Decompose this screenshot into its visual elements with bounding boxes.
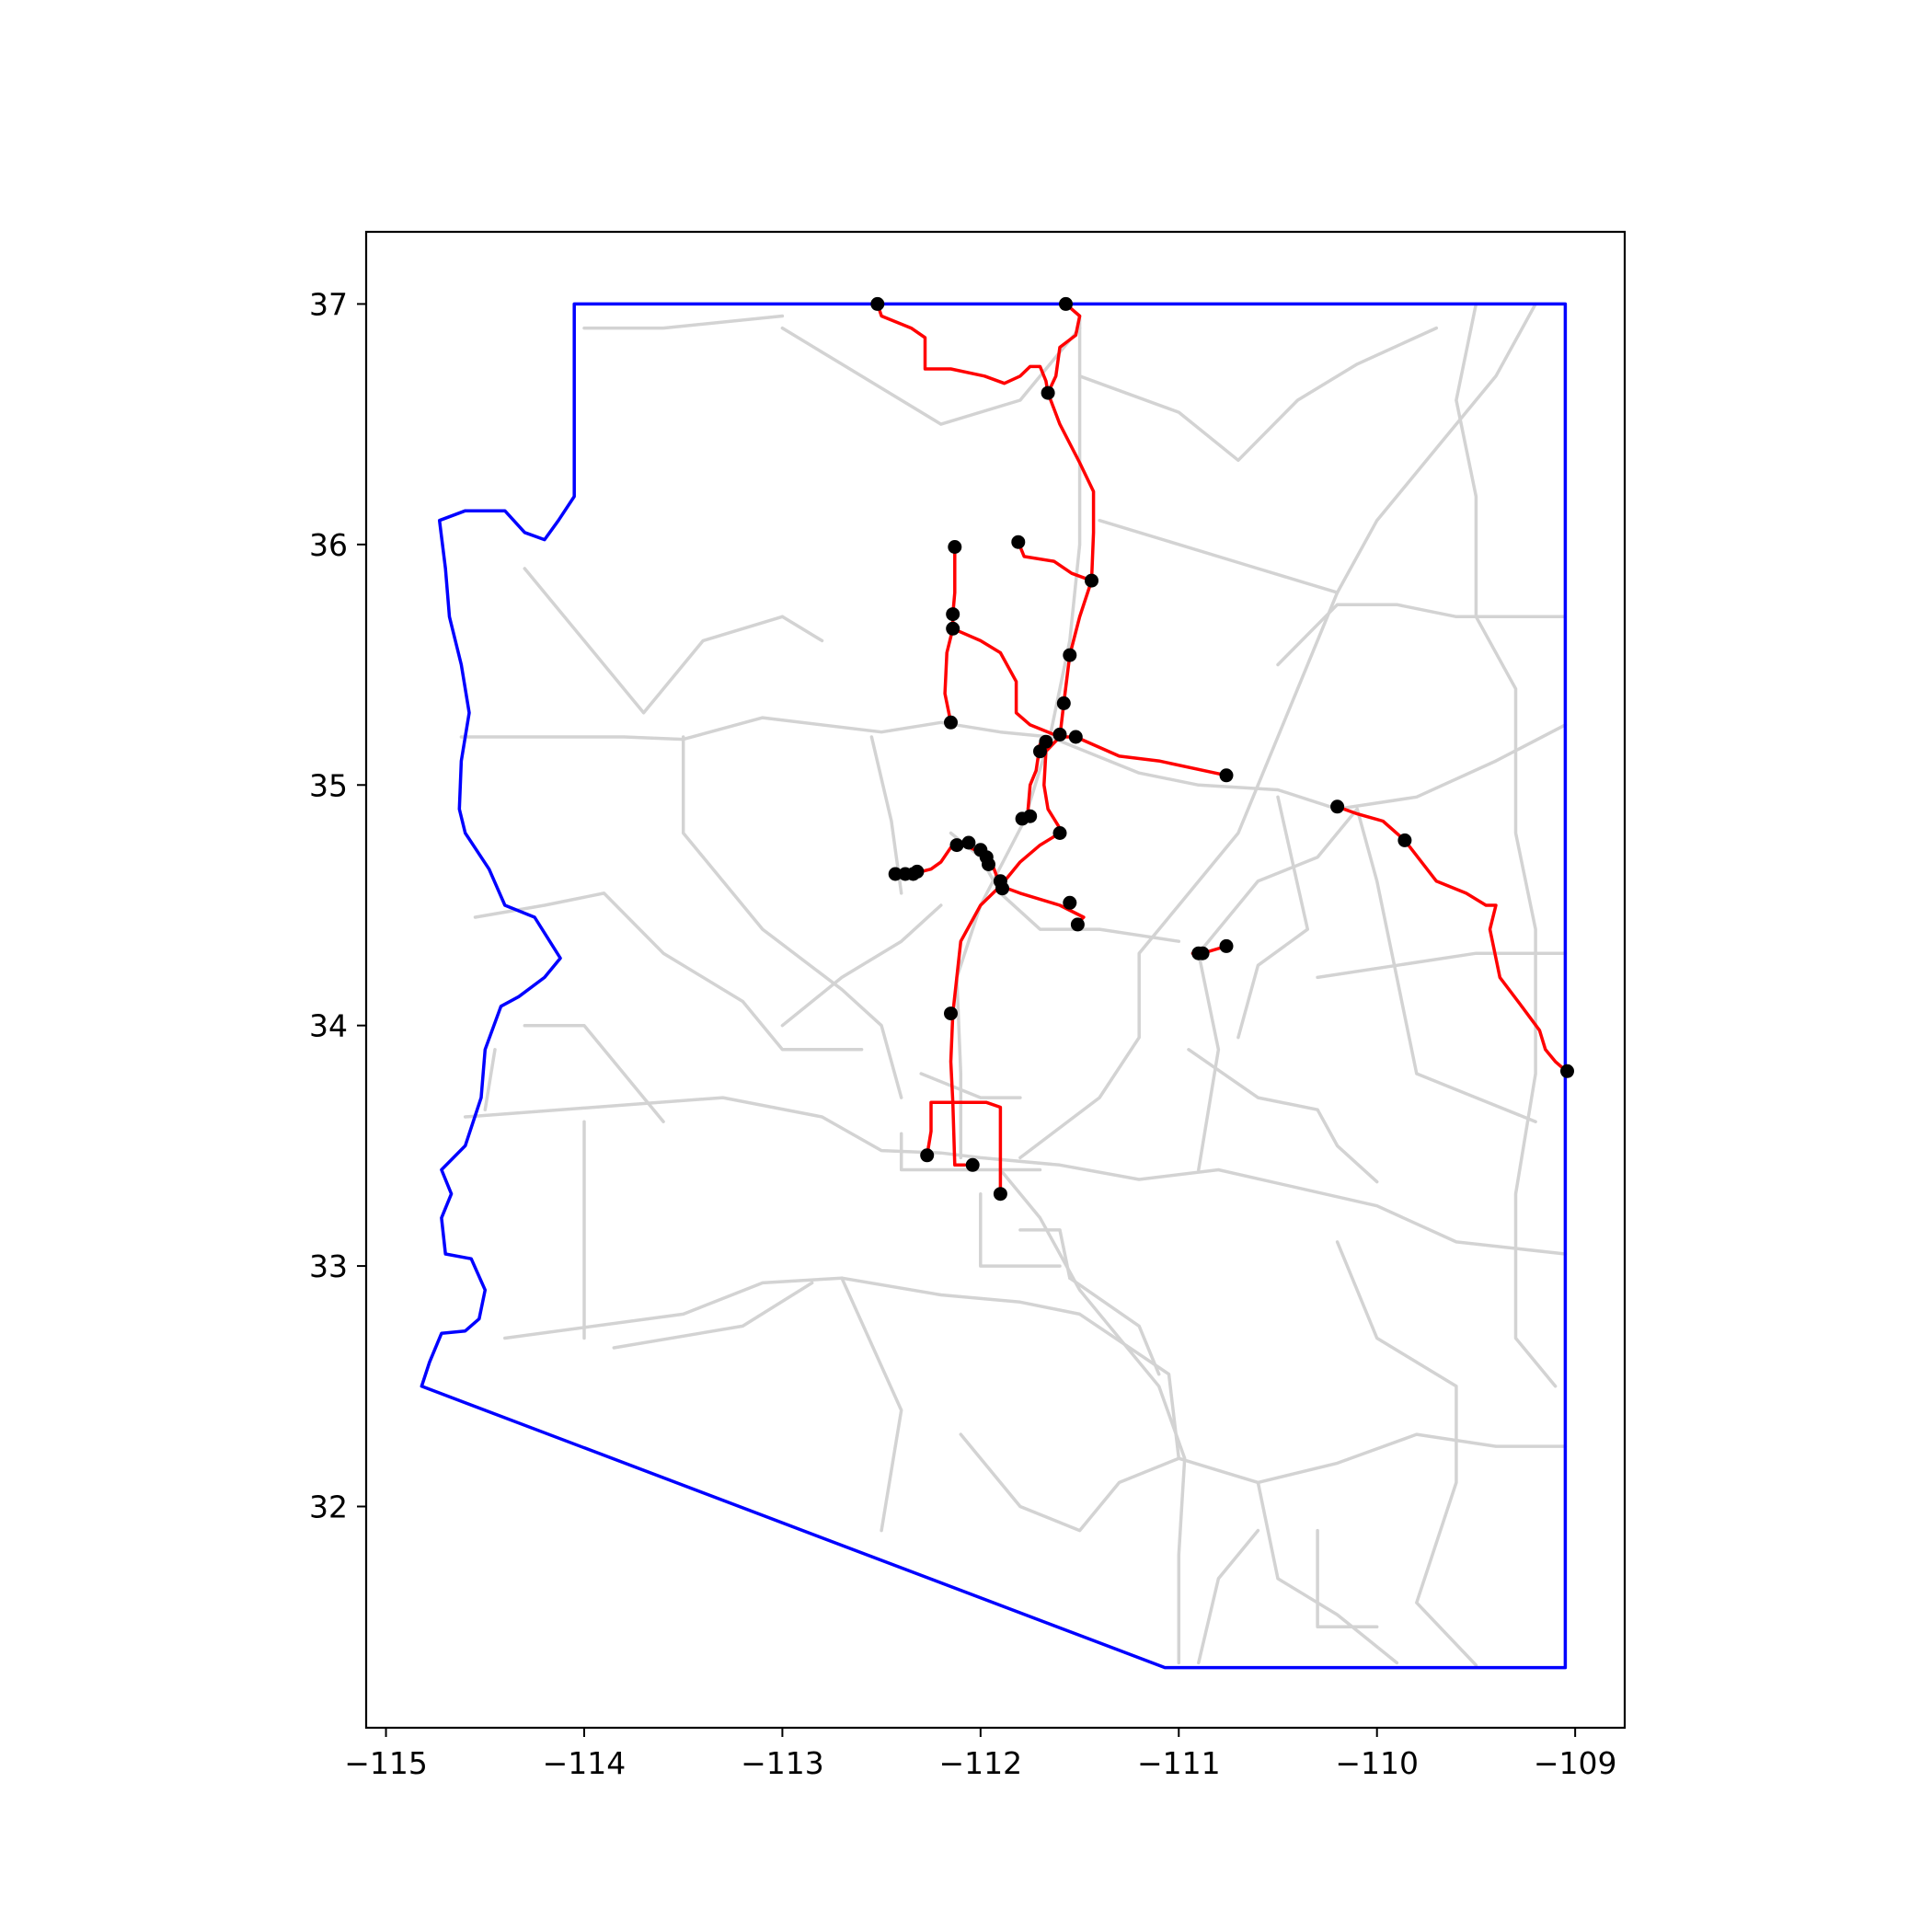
x-tick-label: −114 (543, 1745, 627, 1781)
node-point (948, 540, 962, 554)
road-line (1355, 807, 1537, 1123)
x-tick-label: −115 (344, 1745, 428, 1781)
plot-frame (364, 230, 1627, 1730)
y-tick-label: 34 (309, 1008, 348, 1044)
road-line (681, 735, 903, 1099)
node-point (993, 1187, 1007, 1202)
node-point (1068, 730, 1083, 744)
road-line (1236, 795, 1310, 1040)
road-line (612, 1281, 814, 1350)
road-line (780, 326, 1082, 426)
road-line (780, 903, 943, 1028)
node-point (1063, 648, 1077, 662)
road-line (1077, 326, 1439, 463)
road-line (1018, 783, 1260, 1160)
road-line (1276, 603, 1568, 667)
road-line (1316, 951, 1568, 980)
road-line (1068, 1276, 1161, 1376)
node-point (1063, 895, 1077, 910)
route-segment (876, 302, 1050, 395)
road-line (1455, 302, 1558, 1388)
x-tick-label: −113 (741, 1745, 824, 1781)
road-line (1197, 1528, 1260, 1665)
y-tick-label: 37 (309, 286, 348, 322)
road-line (523, 567, 785, 715)
node-point (1033, 744, 1047, 759)
node-point (1330, 799, 1345, 814)
x-tick-label: −109 (1534, 1745, 1617, 1781)
node-point (944, 715, 958, 730)
node-point (1397, 833, 1412, 847)
node-point (982, 857, 995, 871)
node-point (888, 867, 903, 881)
node-point (1041, 385, 1055, 400)
road-network-layer (459, 302, 1568, 1667)
node-point (1052, 826, 1067, 840)
route-segment (1017, 540, 1094, 582)
y-tick-label: 35 (309, 767, 348, 803)
road-line (979, 1191, 1062, 1268)
road-line (459, 716, 1568, 811)
y-tick-label: 32 (309, 1489, 348, 1524)
road-line (1098, 518, 1340, 594)
road-line (463, 1096, 1568, 1256)
road-line (998, 1167, 1187, 1665)
route-segment (1046, 302, 1096, 739)
node-point (961, 835, 976, 850)
node-point (1015, 811, 1029, 826)
node-point (1052, 727, 1067, 742)
node-point (995, 881, 1009, 896)
x-axis: −115 −114 −113 −112 −111 −110 −109 (344, 1728, 1616, 1781)
state-border-layer (420, 302, 1568, 1670)
x-tick-label: −111 (1137, 1745, 1221, 1781)
x-tick-label: −112 (939, 1745, 1023, 1781)
road-line (959, 1432, 1181, 1533)
road-line (919, 1072, 1022, 1099)
route-segment (1335, 805, 1571, 1075)
node-point (1011, 535, 1026, 549)
road-line (582, 314, 785, 330)
road-line (483, 1048, 497, 1111)
nodes-layer (870, 296, 1574, 1202)
route-segment (950, 627, 1062, 739)
road-line (1256, 1480, 1399, 1665)
node-point (1070, 917, 1085, 932)
road-line (1018, 1228, 1072, 1280)
node-point (1085, 573, 1098, 588)
node-point (949, 838, 964, 853)
y-tick-label: 33 (309, 1248, 348, 1284)
y-axis: 32 33 34 35 36 37 (309, 286, 366, 1524)
route-segment (925, 1100, 1003, 1196)
node-point (1056, 696, 1071, 710)
road-line (1048, 314, 1082, 739)
node-point (910, 864, 925, 879)
node-point (965, 1157, 980, 1172)
node-point (920, 1148, 935, 1163)
node-point (946, 607, 960, 622)
route-segment (998, 831, 1062, 888)
state-border-line (420, 302, 1568, 1670)
road-line (523, 1023, 665, 1123)
road-line (1256, 302, 1537, 788)
x-tick-label: −110 (1335, 1745, 1419, 1781)
node-point (1059, 296, 1073, 311)
node-point (1219, 768, 1234, 783)
node-point (944, 1006, 958, 1021)
node-point (1560, 1064, 1574, 1078)
road-line (473, 891, 864, 1052)
road-line (780, 615, 824, 643)
node-point (1195, 946, 1210, 960)
road-line (1187, 1048, 1379, 1184)
y-tick-label: 36 (309, 527, 348, 563)
road-line (1335, 1240, 1478, 1667)
node-point (870, 296, 885, 311)
node-point (946, 621, 960, 636)
road-line (1316, 1528, 1379, 1628)
node-point (1219, 938, 1234, 953)
road-line (840, 1276, 903, 1533)
